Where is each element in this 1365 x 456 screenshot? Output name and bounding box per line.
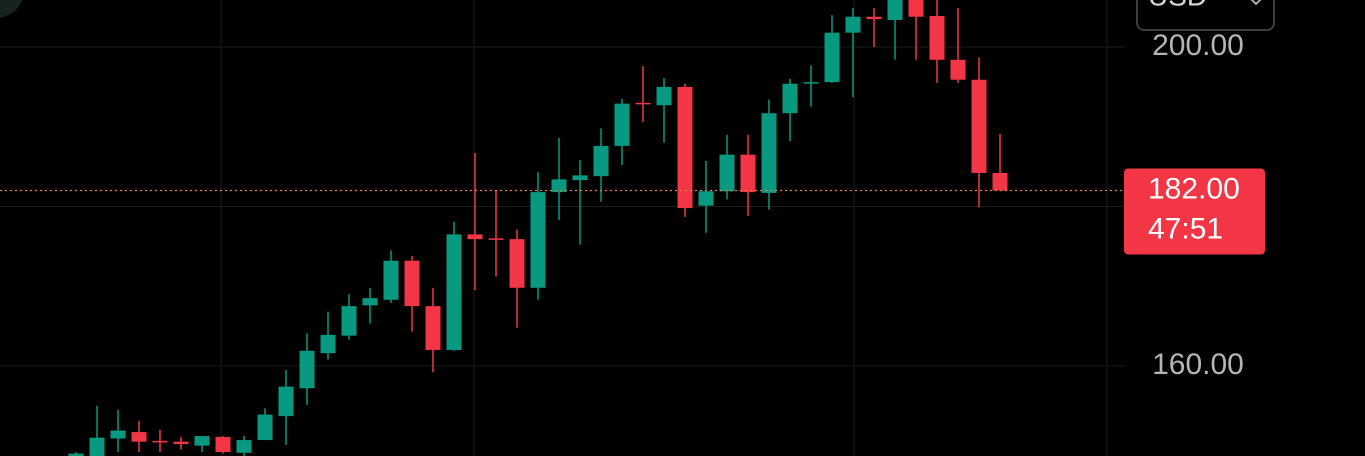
time-grid	[220, 0, 1108, 456]
candle-body	[698, 191, 714, 206]
candle-body	[971, 79, 987, 173]
candle-body	[635, 102, 651, 105]
price-tag: 182.00 47:51	[1124, 168, 1265, 255]
candle-body	[299, 350, 315, 389]
candle-body	[425, 306, 441, 350]
candle-body	[383, 260, 399, 300]
y-tick-label: 200.00	[1152, 29, 1244, 62]
candle-body	[257, 414, 273, 441]
candle-body	[404, 260, 420, 307]
candle-body	[677, 86, 693, 209]
avatar[interactable]	[0, 0, 24, 18]
candle-body	[68, 453, 84, 456]
button-frame[interactable]	[1136, 0, 1275, 31]
candle-body	[530, 192, 546, 288]
candle-body	[341, 306, 357, 336]
candle-body	[719, 154, 735, 192]
candle-body	[110, 430, 126, 439]
candle-body	[845, 16, 861, 33]
price-tag-box	[1124, 168, 1265, 255]
candle-body	[929, 15, 945, 60]
candle-body	[572, 175, 588, 181]
candle-body	[656, 86, 672, 106]
candle-body	[614, 103, 630, 146]
candle-body	[278, 386, 294, 417]
candle-body	[551, 179, 567, 193]
y-tick-label: 160.00	[1152, 348, 1244, 381]
candles	[0, 0, 1125, 456]
candle-body	[89, 437, 105, 456]
candle-body	[803, 82, 819, 84]
candle-body	[761, 113, 777, 193]
candle-body	[488, 238, 504, 240]
candle-body	[740, 154, 756, 193]
candle-body	[215, 436, 231, 453]
candle-body	[593, 145, 609, 177]
candle-body	[824, 32, 840, 83]
candle-body	[152, 440, 168, 443]
candle-body	[173, 441, 189, 445]
candle-body	[509, 239, 525, 288]
price-tag-value: 182.00	[1148, 172, 1240, 205]
candle-body	[782, 83, 798, 114]
price-tag-countdown: 47:51	[1148, 212, 1223, 245]
candle-body	[992, 172, 1008, 191]
candle-body	[467, 234, 483, 240]
chevron[interactable]	[1250, 0, 1262, 6]
candle-body	[194, 436, 210, 446]
candle-body	[887, 0, 903, 20]
candle-body	[446, 234, 462, 350]
candle-body	[236, 440, 252, 453]
candle-body	[950, 59, 966, 80]
candle-body	[866, 16, 882, 20]
candle-body	[362, 298, 378, 306]
currency-button[interactable]: USD	[1136, 0, 1275, 31]
candle-body	[908, 0, 924, 17]
candle-body	[131, 432, 147, 442]
currency-label[interactable]: USD	[1148, 0, 1207, 11]
candle-body	[320, 334, 336, 354]
